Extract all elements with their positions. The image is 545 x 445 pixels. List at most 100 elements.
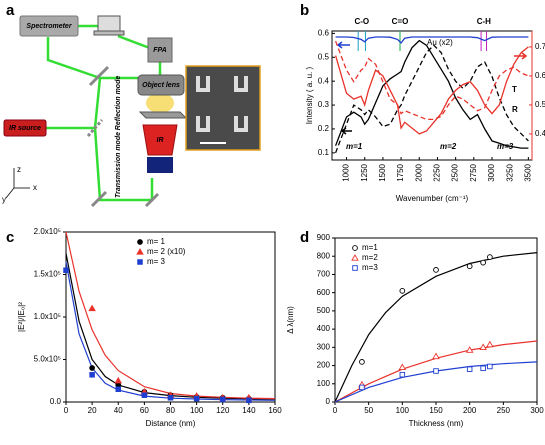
- y-tick-label: 0.5: [318, 52, 330, 61]
- y-tick-label: 800: [317, 251, 331, 260]
- spectrometer-box: [19, 15, 79, 37]
- data-point: [359, 359, 365, 365]
- x-tick-label: 100: [190, 406, 204, 415]
- beam: [93, 127, 154, 202]
- band-label: C=O: [392, 17, 409, 26]
- coordinate-axes: [5, 168, 30, 199]
- arrow: [336, 41, 350, 49]
- arrow: [340, 127, 352, 135]
- legend-label: m= 3: [147, 257, 166, 266]
- x-tick-label: 0: [64, 406, 69, 415]
- data-point: [486, 340, 494, 348]
- x-tick-label: 2000: [414, 163, 423, 181]
- sem-antennas: [196, 76, 248, 132]
- annotation: m=2: [440, 142, 457, 151]
- legend-label: m=3: [362, 263, 378, 272]
- x-tick-label: 150: [429, 406, 443, 415]
- x-tick-label: 0: [333, 406, 338, 415]
- data-point: [487, 254, 493, 260]
- x-tick-label: 3500: [523, 163, 532, 181]
- legend-marker: [352, 265, 358, 271]
- data-point: [114, 376, 123, 384]
- y-axis-label: |E²|/|E₀|²: [17, 302, 26, 332]
- u-antenna: [234, 116, 248, 132]
- series-line: [334, 46, 529, 135]
- data-point: [115, 386, 121, 393]
- legend-label: m= 1: [147, 237, 166, 246]
- data-point: [89, 365, 95, 371]
- data-point: [399, 371, 406, 378]
- x-tick-label: 3000: [487, 163, 496, 181]
- x-axis-label: Wavenumber (cm⁻¹): [396, 194, 469, 203]
- y-tick-label: 900: [317, 233, 331, 242]
- annotation: R: [512, 105, 518, 114]
- x-tick-label: 120: [216, 406, 230, 415]
- fpa-camera: [147, 37, 173, 63]
- band-label: C-H: [477, 17, 491, 26]
- y2-tick-label: 0.6: [535, 71, 545, 80]
- laptop-screen: [97, 15, 121, 32]
- y-tick-label: 0.4: [318, 76, 330, 85]
- u-antenna: [196, 116, 210, 132]
- x-tick-label: 1750: [396, 163, 405, 181]
- data-point: [399, 287, 406, 294]
- data-point: [193, 395, 200, 402]
- ir-source-box: [3, 119, 47, 137]
- data-point: [432, 352, 440, 360]
- legend-marker: [137, 239, 143, 245]
- panel-b-arrows: [336, 41, 528, 135]
- fit-line: [65, 253, 276, 400]
- y-tick-label: 2.0x10⁵: [34, 227, 61, 236]
- y-tick-label: 1.0x10⁵: [34, 312, 61, 321]
- data-point: [465, 346, 474, 353]
- mirror: [86, 119, 104, 137]
- y-tick-label: 400: [317, 324, 331, 333]
- legend-marker: [352, 245, 358, 251]
- y-tick-label: 200: [317, 361, 331, 370]
- annotation: m=1: [346, 142, 363, 151]
- annotation: T: [512, 85, 517, 94]
- arrow: [514, 52, 528, 60]
- data-point: [141, 392, 148, 398]
- x-tick-label: 160: [268, 406, 282, 415]
- legend-label: m= 2 (x10): [147, 247, 186, 256]
- y-tick-label: 0.2: [318, 124, 330, 133]
- x-tick-label: 2750: [469, 163, 478, 181]
- data-point: [219, 396, 226, 403]
- band-label: C-O: [354, 17, 369, 26]
- fit-line: [334, 252, 538, 403]
- legend-marker: [351, 254, 359, 261]
- x-tick-label: 3250: [505, 163, 514, 181]
- x-axis-label: Distance (nm): [146, 419, 196, 428]
- ir-source-label: IR source: [9, 125, 41, 132]
- object-lens-label: Object lens: [142, 82, 180, 89]
- x-tick-label: 1000: [342, 163, 351, 181]
- y-tick-label: 0: [326, 397, 331, 406]
- data-point: [246, 397, 252, 404]
- data-point: [359, 384, 365, 391]
- mirror: [88, 65, 110, 87]
- mirror: [144, 192, 160, 208]
- y-tick-label: 1.5x10⁵: [34, 270, 61, 279]
- y-tick-label: 500: [317, 306, 331, 315]
- panel-label: a: [6, 2, 15, 19]
- axis-arrow: [5, 187, 15, 199]
- annotation: m=3: [497, 142, 514, 151]
- fit-line: [65, 261, 276, 401]
- x-tick-label: 2250: [433, 163, 442, 181]
- panel-label: c: [6, 229, 14, 246]
- transmission-mode-label: Transmission mode: [115, 132, 122, 198]
- fpa-label: FPA: [153, 47, 166, 54]
- y-axis-label: Δ λ(nm): [286, 306, 295, 334]
- data-point: [480, 259, 486, 266]
- beam: [46, 37, 101, 80]
- y-tick-label: 0.3: [318, 100, 330, 109]
- y-axis-label: Intensity ( a. u. ): [305, 66, 314, 124]
- laptop-base: [93, 30, 125, 36]
- ir-label: IR: [157, 137, 164, 144]
- plot-frame: [65, 231, 276, 403]
- x-tick-label: 300: [530, 406, 544, 415]
- legend-label: m=1: [362, 243, 378, 252]
